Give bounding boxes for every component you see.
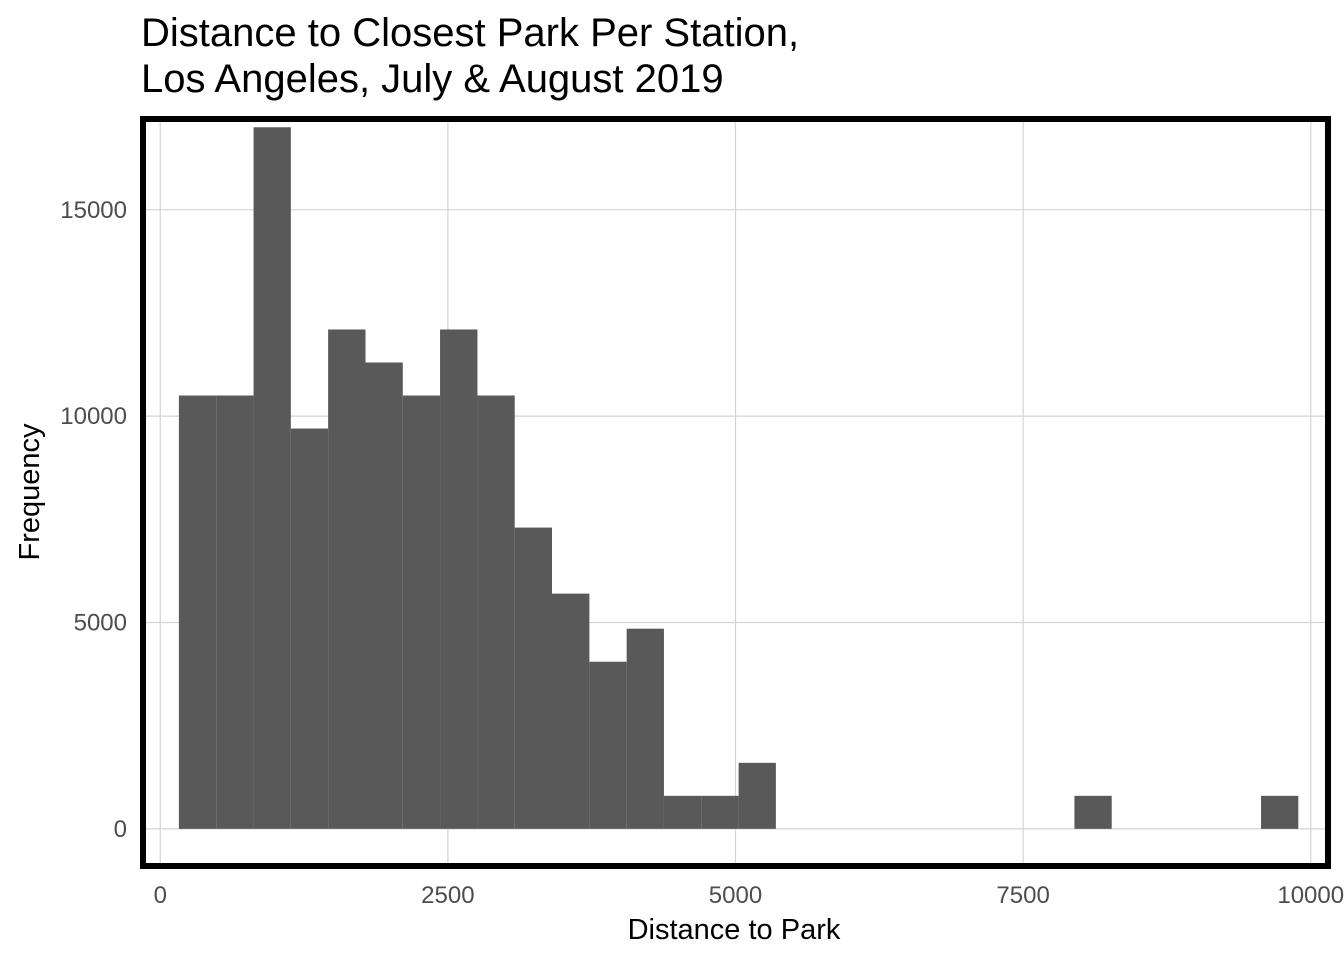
chart-title-line-1: Distance to Closest Park Per Station, bbox=[141, 11, 799, 55]
y-tick-label-3: 15000 bbox=[60, 197, 127, 224]
histogram-bar-6 bbox=[402, 395, 441, 829]
histogram-bar-12 bbox=[626, 628, 664, 829]
histogram-bar-10 bbox=[551, 593, 590, 829]
x-tick-label-0: 0 bbox=[154, 882, 167, 909]
y-tick-label-0: 0 bbox=[114, 816, 127, 843]
x-tick-label-4: 10000 bbox=[1277, 882, 1344, 909]
bars bbox=[178, 127, 1299, 829]
histogram-bar-15 bbox=[738, 762, 776, 829]
histogram-bar-4 bbox=[328, 329, 366, 829]
histogram-bar-17 bbox=[1261, 795, 1299, 829]
histogram-bar-16 bbox=[1074, 795, 1112, 829]
panel-border bbox=[140, 116, 1331, 869]
histogram-bar-1 bbox=[216, 395, 254, 829]
histogram-bar-8 bbox=[477, 395, 515, 829]
chart-title-line-2: Los Angeles, July & August 2019 bbox=[141, 57, 724, 101]
x-tick-label-1: 2500 bbox=[421, 882, 474, 909]
histogram-bar-13 bbox=[663, 795, 702, 829]
x-tick-label-2: 5000 bbox=[709, 882, 762, 909]
y-tick-label-2: 10000 bbox=[60, 403, 127, 430]
x-tick-label-3: 7500 bbox=[996, 882, 1049, 909]
histogram-bar-3 bbox=[290, 428, 329, 829]
y-axis-title: Frequency bbox=[14, 423, 46, 561]
histogram-bar-7 bbox=[440, 329, 478, 829]
histogram-bar-2 bbox=[253, 127, 291, 829]
tick-labels: 0 2500 5000 7500 10000 0 5000 10000 15000 bbox=[60, 197, 1344, 909]
histogram-bar-5 bbox=[365, 362, 403, 829]
histogram-bar-9 bbox=[514, 527, 552, 829]
x-axis-title: Distance to Park bbox=[628, 914, 841, 946]
y-tick-label-1: 5000 bbox=[74, 610, 127, 637]
histogram-bar-11 bbox=[589, 661, 627, 829]
histogram-bar-0 bbox=[178, 395, 217, 829]
histogram-bar-14 bbox=[701, 795, 739, 829]
